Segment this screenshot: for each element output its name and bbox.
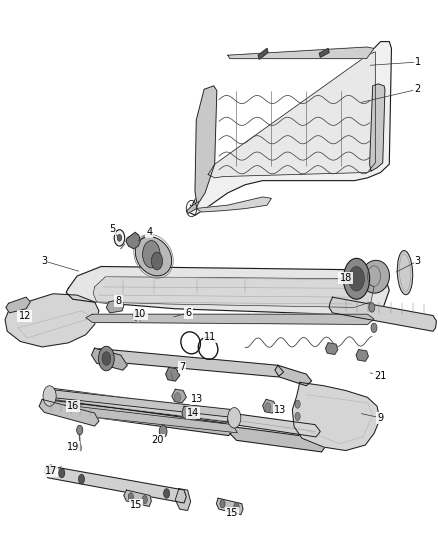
Polygon shape — [195, 86, 217, 205]
Circle shape — [48, 465, 54, 474]
Ellipse shape — [397, 251, 413, 295]
Polygon shape — [175, 489, 191, 511]
Circle shape — [78, 474, 85, 484]
Circle shape — [99, 346, 114, 371]
Circle shape — [133, 311, 139, 320]
Polygon shape — [126, 232, 141, 249]
Polygon shape — [275, 365, 311, 386]
Polygon shape — [172, 389, 186, 403]
Polygon shape — [329, 297, 436, 331]
Polygon shape — [39, 399, 99, 426]
Polygon shape — [92, 348, 127, 370]
Circle shape — [369, 303, 375, 312]
Polygon shape — [166, 367, 180, 381]
Circle shape — [295, 400, 300, 408]
Polygon shape — [124, 490, 151, 506]
Text: 18: 18 — [339, 273, 352, 283]
Polygon shape — [356, 350, 368, 361]
Circle shape — [102, 352, 111, 365]
Text: 12: 12 — [18, 311, 31, 320]
Ellipse shape — [361, 260, 389, 293]
Text: 7: 7 — [179, 362, 185, 373]
Polygon shape — [6, 297, 30, 313]
Polygon shape — [44, 465, 186, 503]
Polygon shape — [86, 314, 374, 325]
Text: 4: 4 — [146, 228, 152, 237]
Polygon shape — [5, 294, 99, 347]
Polygon shape — [319, 49, 329, 57]
Polygon shape — [43, 403, 237, 433]
Circle shape — [349, 266, 364, 291]
Polygon shape — [228, 47, 374, 59]
Circle shape — [343, 259, 370, 299]
Circle shape — [295, 413, 300, 421]
Circle shape — [220, 499, 225, 508]
Text: 1: 1 — [415, 57, 421, 67]
Polygon shape — [93, 277, 374, 308]
Circle shape — [128, 493, 134, 501]
Circle shape — [114, 230, 125, 246]
Text: 13: 13 — [274, 405, 286, 415]
Circle shape — [77, 425, 83, 435]
Text: 15: 15 — [130, 500, 142, 510]
Polygon shape — [216, 498, 243, 514]
Text: 21: 21 — [374, 370, 387, 381]
Polygon shape — [228, 413, 320, 437]
Circle shape — [228, 408, 241, 428]
Circle shape — [151, 252, 162, 270]
Text: 9: 9 — [378, 413, 384, 423]
Circle shape — [234, 502, 239, 511]
Text: 5: 5 — [109, 224, 115, 234]
Text: 16: 16 — [67, 401, 79, 411]
Polygon shape — [370, 84, 385, 171]
Text: 19: 19 — [67, 442, 79, 452]
Circle shape — [143, 240, 160, 268]
Polygon shape — [230, 426, 326, 452]
Polygon shape — [208, 52, 375, 178]
Text: 2: 2 — [414, 84, 421, 94]
Polygon shape — [187, 201, 199, 213]
Polygon shape — [46, 388, 230, 423]
Circle shape — [43, 386, 56, 406]
Text: 3: 3 — [415, 256, 421, 266]
Polygon shape — [44, 389, 237, 418]
Circle shape — [78, 445, 82, 451]
Text: 6: 6 — [185, 308, 191, 318]
Text: 10: 10 — [134, 309, 147, 319]
Ellipse shape — [135, 237, 172, 276]
Circle shape — [159, 425, 167, 438]
Circle shape — [265, 403, 271, 413]
Circle shape — [59, 468, 65, 478]
Polygon shape — [66, 266, 389, 314]
Polygon shape — [182, 406, 195, 420]
Polygon shape — [41, 399, 234, 435]
Polygon shape — [263, 399, 277, 413]
Circle shape — [142, 496, 148, 504]
Polygon shape — [92, 348, 284, 377]
Text: 14: 14 — [187, 408, 199, 418]
Polygon shape — [325, 343, 338, 354]
Text: 15: 15 — [226, 508, 238, 518]
Text: 11: 11 — [204, 332, 216, 342]
Circle shape — [117, 235, 122, 241]
Circle shape — [136, 316, 141, 323]
Polygon shape — [292, 382, 380, 450]
Polygon shape — [258, 49, 268, 59]
Text: 13: 13 — [191, 394, 203, 405]
Polygon shape — [191, 197, 272, 212]
Circle shape — [163, 489, 170, 498]
Text: 3: 3 — [41, 256, 47, 266]
Circle shape — [371, 323, 377, 333]
Text: 20: 20 — [152, 435, 164, 445]
Text: 17: 17 — [45, 466, 57, 476]
Text: 8: 8 — [116, 296, 122, 305]
Polygon shape — [106, 299, 124, 313]
Circle shape — [174, 393, 180, 402]
Polygon shape — [188, 42, 392, 215]
